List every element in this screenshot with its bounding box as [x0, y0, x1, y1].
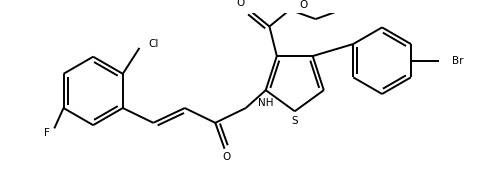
Text: F: F — [44, 128, 50, 138]
Text: NH: NH — [257, 98, 273, 108]
Text: Br: Br — [451, 56, 462, 66]
Text: O: O — [299, 0, 307, 10]
Text: O: O — [236, 0, 244, 8]
Text: S: S — [291, 115, 298, 125]
Text: O: O — [222, 152, 230, 162]
Text: Cl: Cl — [148, 39, 159, 49]
